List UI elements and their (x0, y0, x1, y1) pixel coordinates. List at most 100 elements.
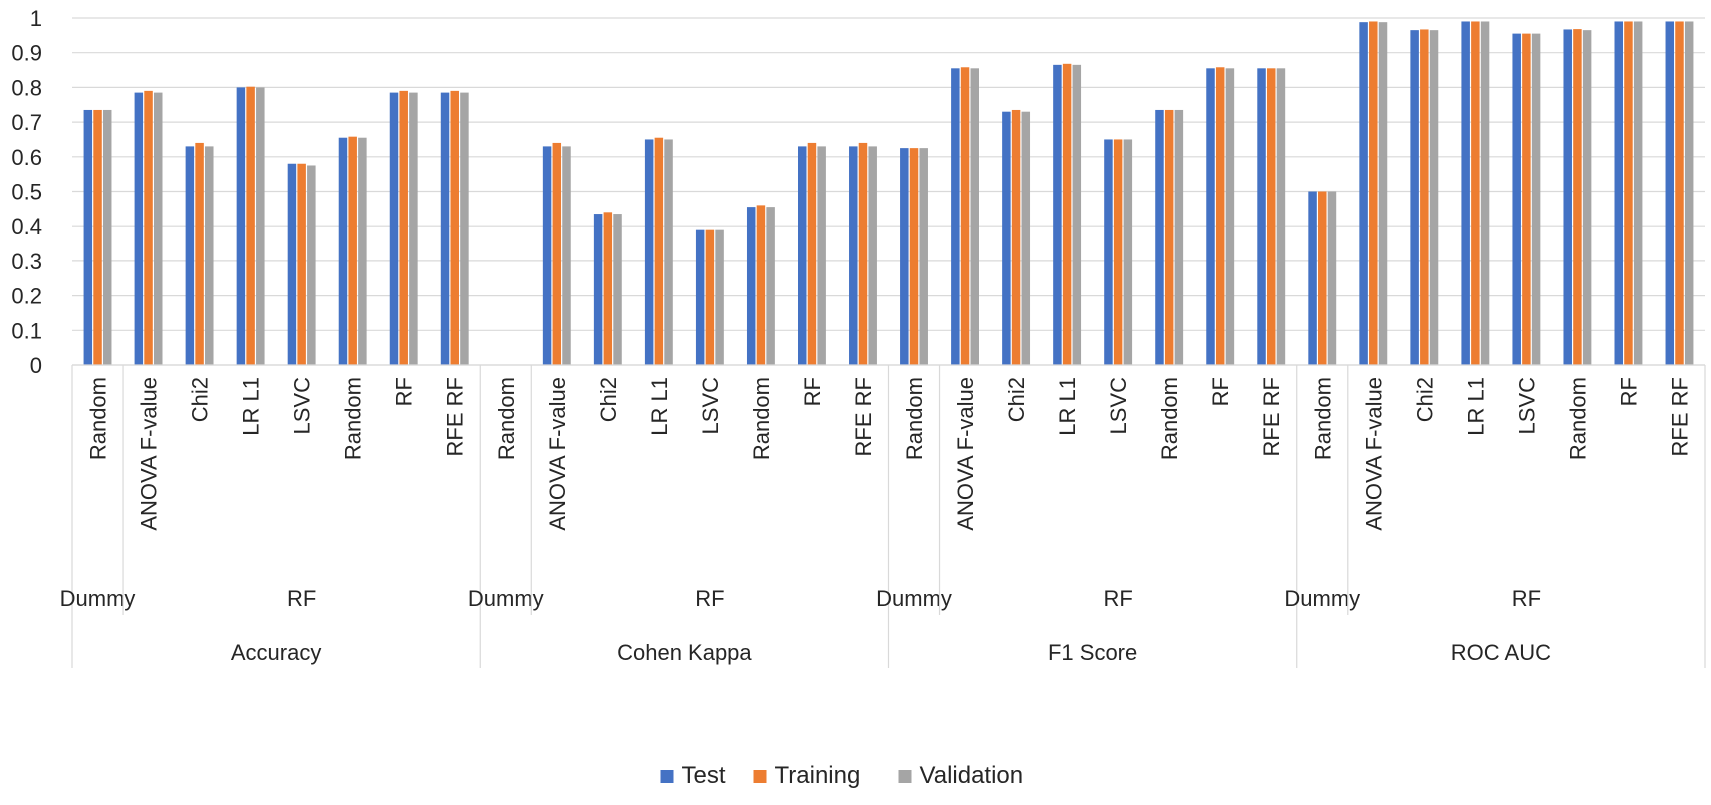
method-label: LSVC (698, 377, 723, 435)
bar-training-2 (144, 90, 153, 366)
bar-test-19 (1002, 111, 1011, 365)
bar-validation-10 (562, 146, 571, 365)
legend-swatch-validation (898, 770, 912, 783)
method-label: RF (800, 377, 825, 406)
bar-validation-6 (358, 137, 367, 365)
bar-validation-29 (1531, 33, 1541, 366)
bar-validation-22 (1174, 109, 1184, 365)
method-label: LR L1 (1463, 377, 1488, 436)
method-label: Random (902, 377, 927, 460)
bar-validation-12 (664, 139, 673, 365)
method-label: Random (1565, 377, 1590, 460)
bar-validation-23 (1225, 68, 1235, 365)
method-label: LSVC (1514, 377, 1539, 435)
bar-training-20 (1062, 63, 1072, 365)
method-label: Random (494, 377, 519, 460)
y-tick-label: 0.2 (11, 284, 42, 309)
bar-test-21 (1104, 139, 1113, 365)
legend-label-validation: Validation (920, 762, 1024, 789)
bar-test-24 (1257, 68, 1266, 365)
bar-training-32 (1675, 21, 1684, 365)
bar-training-8 (450, 90, 459, 366)
bar-training-4 (246, 86, 255, 366)
method-label: ANOVA F-value (137, 377, 162, 531)
bar-training-16 (858, 142, 868, 365)
method-label: RF (392, 377, 417, 406)
y-tick-label: 0.7 (11, 110, 42, 135)
bar-test-16 (849, 146, 858, 365)
bar-validation-4 (256, 87, 265, 366)
bar-training-15 (807, 142, 817, 365)
bar-training-5 (297, 163, 306, 365)
model-label: RF (287, 586, 316, 611)
method-label: RFE RF (1259, 377, 1284, 456)
y-tick-label: 0.5 (11, 180, 42, 205)
bar-test-18 (951, 68, 960, 365)
bar-test-26 (1359, 22, 1368, 365)
method-label: Chi2 (188, 377, 213, 422)
x-axis-categories: Random ANOVA F-value Chi2 LR L1 LSVC Random RF… (60, 364, 1706, 668)
bar-test-7 (389, 92, 399, 365)
bar-test-17 (900, 148, 909, 365)
bar-training-3 (195, 142, 204, 365)
bar-training-22 (1164, 109, 1174, 365)
bar-training-18 (960, 67, 970, 366)
method-label: Random (1310, 377, 1335, 460)
bar-test-31 (1614, 21, 1624, 365)
bar-validation-13 (715, 229, 724, 365)
method-label: LSVC (290, 377, 315, 435)
method-label: Random (749, 377, 774, 460)
model-label: Dummy (876, 586, 952, 611)
method-label: RF (1616, 377, 1641, 406)
bar-validation-25 (1327, 191, 1337, 365)
bar-test-23 (1206, 68, 1215, 365)
bar-validation-15 (817, 146, 826, 365)
bar-training-7 (399, 90, 408, 366)
metric-label: F1 Score (1048, 640, 1137, 665)
bar-test-32 (1665, 21, 1675, 365)
bar-test-12 (644, 139, 654, 365)
bar-test-29 (1512, 33, 1521, 366)
method-label: LR L1 (239, 377, 264, 436)
bar-test-22 (1155, 109, 1164, 365)
bar-training-19 (1011, 109, 1021, 365)
bar-training-25 (1318, 191, 1327, 365)
bar-validation-24 (1276, 68, 1286, 365)
bar-test-28 (1461, 21, 1470, 365)
bar-validation-7 (409, 92, 418, 365)
bar-test-14 (746, 207, 756, 365)
bar-test-2 (134, 92, 144, 365)
bar-validation-19 (1021, 111, 1031, 365)
metric-label: ROC AUC (1451, 640, 1551, 665)
bar-training-24 (1266, 68, 1276, 365)
model-label: Dummy (60, 586, 136, 611)
bar-training-28 (1471, 21, 1480, 365)
method-label: RFE RF (1667, 377, 1692, 456)
y-axis-ticks: 0 0.1 0.2 0.3 0.4 0.5 0.6 0.7 0.8 0.9 1 (11, 6, 42, 378)
method-label: LR L1 (1055, 377, 1080, 436)
bar-validation-28 (1480, 21, 1490, 365)
bar-test-5 (287, 163, 297, 365)
y-tick-label: 1 (30, 6, 42, 31)
bar-validation-32 (1684, 21, 1694, 365)
grid-lines (72, 17, 1705, 366)
bar-test-3 (185, 146, 195, 365)
bar-validation-5 (307, 165, 316, 365)
legend-swatch-training (753, 770, 767, 783)
bar-validation-27 (1429, 30, 1439, 366)
bar-training-30 (1573, 29, 1582, 365)
y-tick-label: 0.6 (11, 145, 42, 170)
bar-validation-17 (919, 148, 928, 365)
bar-test-6 (338, 137, 348, 365)
metric-label: Cohen Kappa (617, 640, 752, 665)
bar-validation-1 (102, 109, 112, 365)
method-label: Chi2 (1412, 377, 1437, 422)
bar-validation-8 (460, 92, 469, 365)
method-label: ANOVA F-value (953, 377, 978, 531)
method-label: LR L1 (647, 377, 672, 436)
method-label: LSVC (1106, 377, 1131, 435)
y-tick-label: 0.3 (11, 249, 42, 274)
bars (83, 21, 1694, 366)
legend: Test Training Validation (660, 762, 1024, 789)
bar-validation-21 (1123, 139, 1133, 365)
